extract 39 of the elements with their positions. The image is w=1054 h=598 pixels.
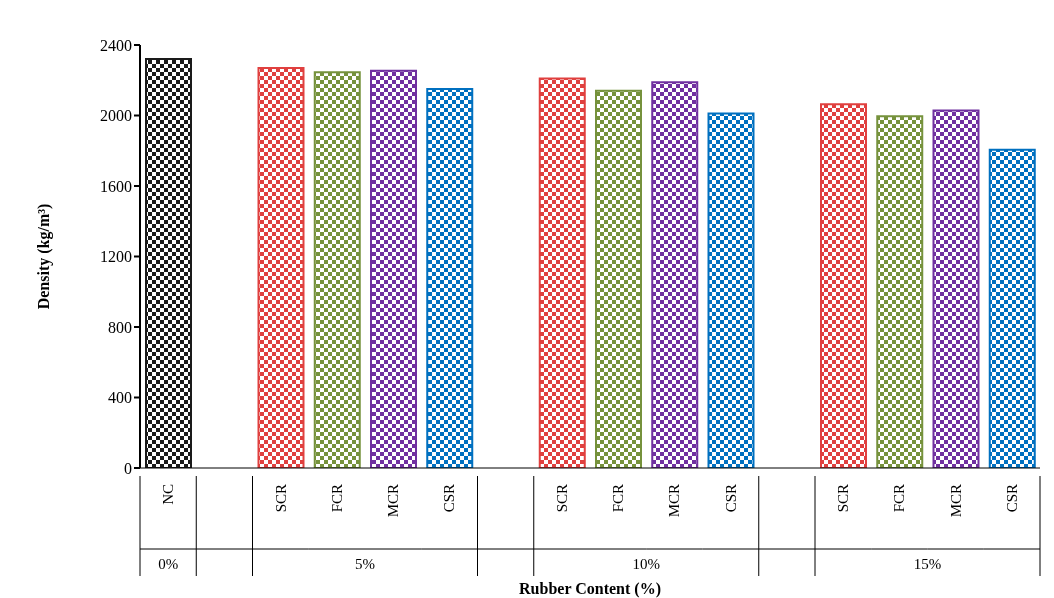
x-tick-label: CSR bbox=[1003, 484, 1020, 513]
y-axis-title: Density (kg/m³) bbox=[34, 203, 53, 310]
y-tick-label: 2000 bbox=[100, 107, 132, 125]
bar bbox=[932, 109, 980, 468]
bar bbox=[538, 77, 586, 468]
y-tick-label: 0 bbox=[124, 459, 132, 477]
bar bbox=[595, 89, 642, 468]
y-tick-label: 1200 bbox=[100, 248, 132, 266]
x-tick-label: SCR bbox=[835, 484, 852, 513]
bar bbox=[707, 112, 755, 468]
y-tick-label: 800 bbox=[108, 318, 132, 336]
x-tick-label: FCR bbox=[891, 484, 908, 513]
bar bbox=[257, 66, 305, 468]
x-tick-label: FCR bbox=[610, 484, 627, 513]
bar bbox=[426, 88, 474, 468]
x-axis-title: Rubber Content (%) bbox=[519, 580, 661, 598]
x-tick-label: NC bbox=[160, 484, 177, 505]
x-tick-label: CSR bbox=[722, 484, 739, 513]
text: 5% bbox=[355, 556, 375, 572]
x-tick-label: CSR bbox=[441, 484, 458, 513]
x-tick-label: SCR bbox=[272, 484, 289, 513]
bar bbox=[820, 103, 867, 468]
text: 15% bbox=[913, 556, 942, 572]
x-tick-label: MCR bbox=[666, 484, 683, 518]
bar bbox=[145, 58, 192, 468]
x-tick-label: MCR bbox=[385, 484, 402, 518]
text: 0% bbox=[158, 556, 179, 572]
x-tick-label: MCR bbox=[947, 484, 964, 518]
bar bbox=[651, 81, 699, 468]
bar bbox=[313, 71, 361, 468]
y-tick-label: 1600 bbox=[100, 177, 132, 195]
y-tick-label: 400 bbox=[108, 389, 132, 407]
y-tick-label: 2400 bbox=[100, 36, 132, 54]
bar bbox=[370, 69, 417, 468]
bar bbox=[988, 148, 1036, 468]
x-tick-label: FCR bbox=[328, 484, 345, 513]
x-tick-label: SCR bbox=[553, 484, 570, 513]
text: 10% bbox=[632, 556, 660, 572]
bar bbox=[876, 115, 924, 468]
